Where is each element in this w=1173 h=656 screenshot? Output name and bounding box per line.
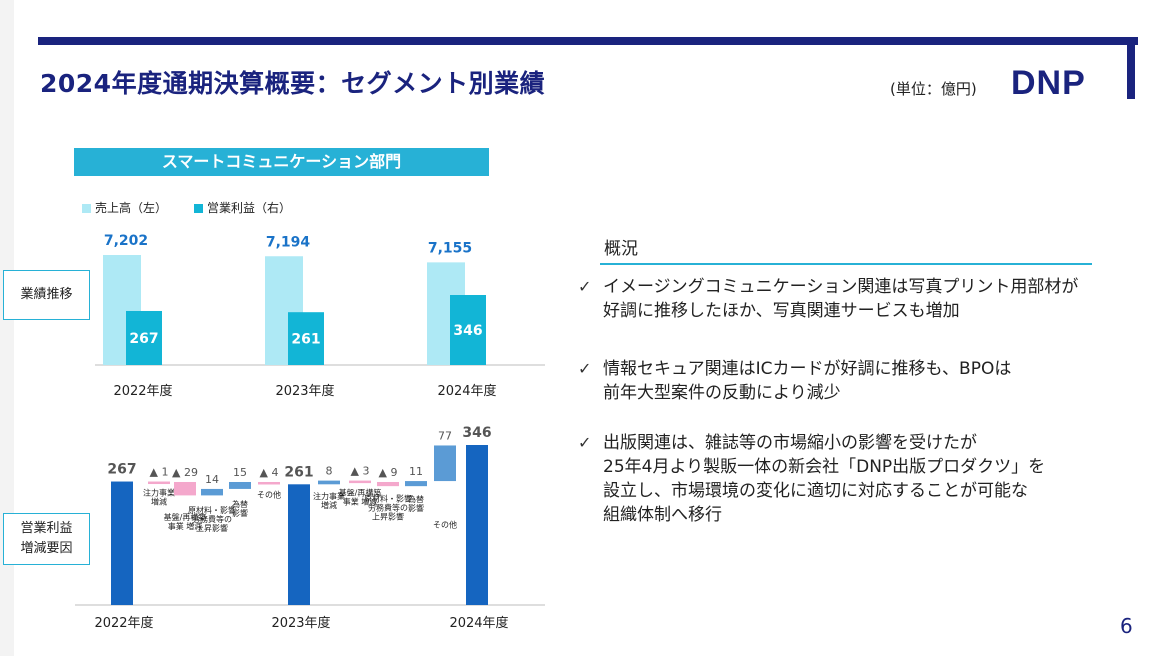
waterfall-total-label: 346 [462, 425, 491, 441]
overview-bullet-text: 情報セキュア関連はICカードが好調に推移も、BPOは 前年大型案件の反動により減… [603, 359, 1012, 403]
waterfall-increase-bar [229, 481, 251, 489]
waterfall-increase-bar [318, 480, 340, 485]
op-profit-bar [126, 310, 162, 365]
waterfall-step-name: 原材料・影響労務費等の上昇影響 [364, 493, 412, 521]
overview-bullet: ✓ 情報セキュア関連はICカードが好調に推移も、BPOは 前年大型案件の反動によ… [578, 357, 1098, 407]
overview-rule [600, 263, 1092, 265]
legend-sales-swatch [82, 204, 91, 213]
waterfall-step-name: 為替影響 [408, 494, 424, 513]
x-tick-label: 2022年度 [94, 615, 153, 631]
op-change-side-label-text: 営業利益 増減要因 [20, 521, 73, 556]
legend-op-profit-label: 営業利益（右） [207, 201, 292, 215]
x-tick-label: 2024年度 [449, 615, 508, 631]
op-profit-data-label: 267 [129, 331, 158, 347]
waterfall-total-bar [288, 484, 310, 605]
op-change-side-label: 営業利益 増減要因 [3, 513, 90, 565]
check-icon: ✓ [578, 277, 592, 296]
waterfall-value-label: 11 [409, 465, 423, 478]
waterfall-step-name: 注力事業増減 [313, 491, 345, 510]
waterfall-total-label: 267 [107, 462, 136, 478]
legend-sales: 売上高（左） [82, 199, 167, 216]
waterfall-increase-bar [405, 481, 427, 487]
waterfall-increase-bar [434, 445, 456, 482]
op-profit-data-label: 261 [291, 332, 320, 348]
waterfall-total-bar [466, 445, 488, 605]
check-icon: ✓ [578, 433, 592, 452]
op-profit-waterfall-chart: 267 2022年度 ▲ 1 注力事業増減 ▲ 29 基盤/再構築事業 増減 14 原材料・影… [75, 425, 545, 631]
sales-data-label: 7,202 [104, 233, 148, 249]
waterfall-decrease-bar [174, 481, 196, 496]
legend-op-profit-swatch [194, 204, 203, 213]
waterfall-value-label: 77 [438, 429, 452, 442]
overview-title: 概況 [604, 239, 638, 259]
dnp-logo: DNP [1011, 64, 1086, 102]
waterfall-step-name: 基盤/再構築事業 増減 [164, 512, 207, 531]
left-margin-strip [0, 0, 14, 656]
performance-bar-chart: 7,202 267 2022年度 7,194 261 2023年度 7,155 346 2024… [95, 233, 545, 399]
waterfall-decrease-bar [148, 481, 170, 485]
waterfall-value-label: ▲ 29 [172, 466, 198, 479]
waterfall-value-label: 15 [233, 466, 247, 479]
segment-banner: スマートコミュニケーション部門 [74, 148, 489, 176]
op-profit-data-label: 346 [453, 323, 482, 339]
sales-data-label: 7,194 [266, 234, 311, 250]
legend-op-profit: 営業利益（右） [194, 199, 291, 216]
waterfall-increase-bar [201, 488, 223, 496]
performance-side-label: 業績推移 [3, 270, 90, 320]
waterfall-total-bar [111, 481, 133, 605]
check-icon: ✓ [578, 359, 592, 378]
waterfall-step-name: 基盤/再構築事業 増減 [339, 487, 382, 506]
overview-bullet: ✓ イメージングコミュニケーション関連は写真プリント用部材が 好調に推移したほか… [578, 275, 1098, 325]
waterfall-step-name: その他 [257, 489, 281, 499]
x-tick-label: 2024年度 [437, 383, 496, 399]
overview-bullet: ✓ 出版関連は、雑誌等の市場縮小の影響を受けたが 25年4月より製販一体の新会社… [578, 431, 1098, 531]
page-number: 6 [1120, 614, 1133, 638]
page-title: 2024年度通期決算概要：セグメント別業績 [40, 69, 546, 98]
waterfall-step-name: 原材料・影響労務費等の上昇影響 [188, 505, 236, 533]
overview-bullet-text: イメージングコミュニケーション関連は写真プリント用部材が 好調に推移したほか、写… [603, 277, 1079, 321]
waterfall-value-label: ▲ 3 [351, 465, 370, 478]
overview-bullet-text: 出版関連は、雑誌等の市場縮小の影響を受けたが 25年4月より製販一体の新会社「D… [603, 433, 1046, 525]
waterfall-decrease-bar [349, 480, 371, 484]
x-tick-label: 2022年度 [113, 383, 172, 399]
legend-sales-label: 売上高（左） [95, 201, 168, 215]
header-rule [38, 37, 1138, 45]
x-tick-label: 2023年度 [271, 615, 330, 631]
waterfall-value-label: ▲ 1 [150, 466, 169, 479]
x-tick-label: 2023年度 [275, 383, 334, 399]
waterfall-step-name: その他 [433, 520, 457, 530]
waterfall-decrease-bar [377, 481, 399, 487]
waterfall-step-name: 為替影響 [232, 499, 248, 518]
waterfall-step-name: 注力事業増減 [143, 487, 175, 506]
waterfall-value-label: ▲ 9 [379, 466, 398, 479]
unit-label: (単位：億円) [890, 80, 977, 98]
waterfall-value-label: ▲ 4 [260, 466, 279, 479]
op-profit-bar [288, 312, 324, 365]
op-profit-bar [450, 295, 486, 365]
waterfall-total-label: 261 [284, 464, 313, 480]
waterfall-decrease-bar [258, 481, 280, 485]
waterfall-value-label: 14 [205, 473, 219, 486]
header-corner-rule [1127, 37, 1135, 99]
waterfall-value-label: 8 [326, 465, 333, 478]
sales-data-label: 7,155 [428, 240, 472, 256]
